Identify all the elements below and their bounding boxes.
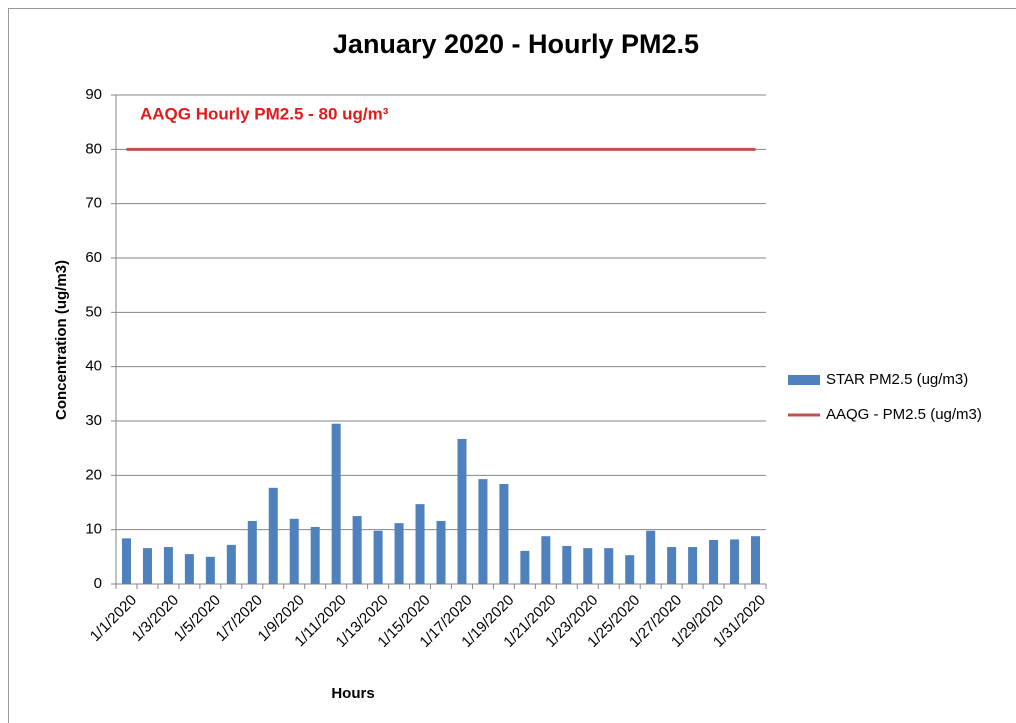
bar: [163, 547, 173, 584]
y-tick-label: 10: [85, 521, 102, 538]
bar: [709, 539, 719, 584]
chart-border: [8, 8, 1016, 723]
bar: [478, 479, 488, 584]
bar: [268, 487, 278, 584]
bar: [520, 550, 530, 584]
bar: [289, 518, 299, 584]
x-axis-label: Hours: [331, 685, 374, 702]
bar: [730, 539, 740, 584]
bar: [457, 438, 467, 584]
bar: [499, 484, 509, 584]
bar: [415, 504, 425, 584]
bar: [688, 547, 698, 584]
bar: [331, 423, 341, 584]
y-tick-label: 30: [85, 412, 102, 429]
bar: [184, 554, 194, 584]
bar: [541, 536, 551, 584]
y-axis-label: Concentration (ug/m3): [53, 260, 70, 420]
bar: [562, 545, 572, 584]
bar: [667, 547, 677, 584]
y-tick-label: 90: [85, 86, 102, 103]
bar: [436, 520, 446, 584]
annotation: AAQG Hourly PM2.5 - 80 ug/m³: [140, 104, 389, 123]
bar: [142, 548, 152, 584]
legend-swatch: [788, 375, 820, 385]
bar: [121, 538, 131, 584]
y-tick-label: 20: [85, 466, 102, 483]
legend-label: STAR PM2.5 (ug/m3): [826, 371, 968, 388]
legend-label: AAQG - PM2.5 (ug/m3): [826, 406, 982, 423]
bar: [205, 556, 215, 584]
bar: [247, 520, 257, 584]
bar: [751, 536, 761, 584]
bar: [352, 516, 362, 584]
y-tick-label: 0: [94, 575, 102, 592]
bar: [310, 526, 320, 584]
bar: [373, 530, 383, 584]
bar: [394, 523, 404, 584]
bar: [583, 548, 593, 584]
bar: [625, 555, 635, 584]
y-tick-label: 40: [85, 358, 102, 375]
chart-title: January 2020 - Hourly PM2.5: [333, 29, 699, 59]
y-tick-label: 60: [85, 249, 102, 266]
bar: [226, 544, 236, 584]
bar: [604, 548, 614, 584]
y-tick-label: 80: [85, 140, 102, 157]
y-tick-label: 70: [85, 195, 102, 212]
y-tick-label: 50: [85, 303, 102, 320]
bar: [646, 530, 656, 584]
